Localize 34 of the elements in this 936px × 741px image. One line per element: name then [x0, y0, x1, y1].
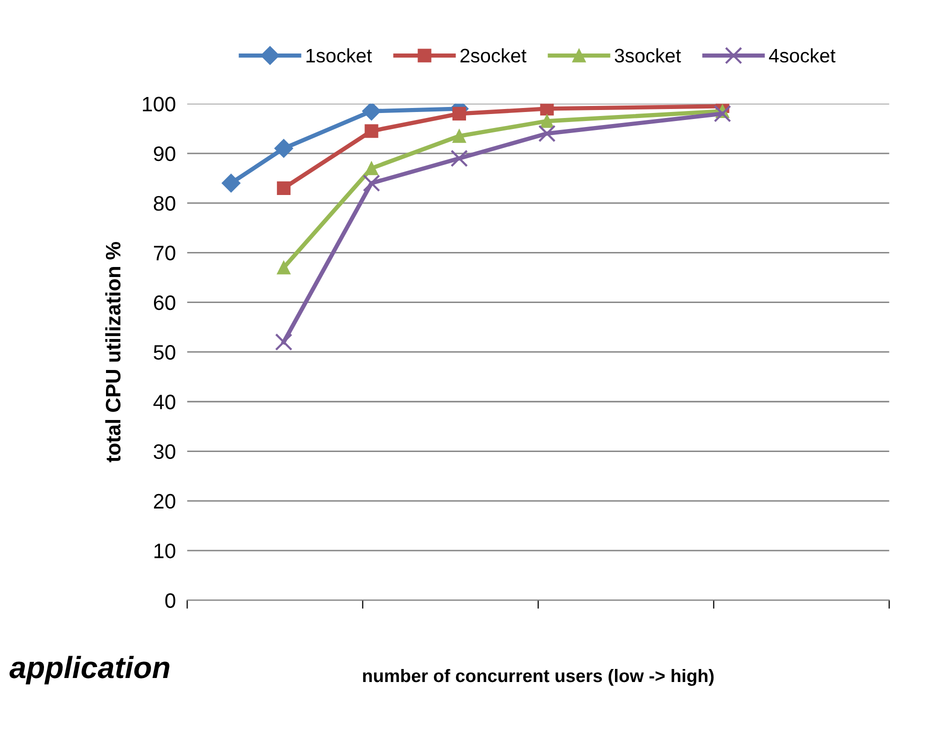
- point: [276, 181, 291, 195]
- point: [452, 129, 466, 143]
- point: [540, 104, 554, 116]
- y-tick-label: 0: [165, 593, 176, 608]
- text: application: [10, 656, 170, 684]
- legend-label: 1socket: [306, 48, 372, 63]
- y-tick-label: 50: [154, 344, 176, 360]
- y-tick-label: 20: [154, 494, 176, 509]
- point: [538, 124, 556, 142]
- y-tick-label: 60: [154, 295, 176, 310]
- point: [362, 104, 381, 121]
- point: [275, 333, 292, 351]
- legend-label: 3socket: [614, 48, 681, 63]
- x-axis-title: number of concurrent users (low -> high): [363, 668, 714, 686]
- point: [714, 104, 732, 122]
- point: [274, 139, 294, 158]
- y-tick-label: 100: [142, 96, 176, 112]
- y-tick-label: 70: [154, 246, 176, 260]
- y-tick-label: 30: [154, 444, 176, 460]
- y-tick-label: 10: [154, 544, 176, 558]
- legend-label: 2socket: [460, 48, 526, 63]
- y-tick-label: 40: [153, 394, 176, 410]
- point: [364, 124, 378, 138]
- y-tick-label: 80: [154, 196, 176, 211]
- y-tick-label: 90: [154, 146, 176, 162]
- point: [452, 106, 466, 120]
- point: [276, 260, 291, 274]
- point: [540, 114, 554, 128]
- point: [364, 161, 378, 176]
- point: [222, 174, 240, 193]
- point: [362, 174, 380, 192]
- legend-label: 4socket: [768, 48, 836, 63]
- point: [450, 150, 468, 168]
- y-axis-title: total CPU utilization %: [105, 242, 121, 462]
